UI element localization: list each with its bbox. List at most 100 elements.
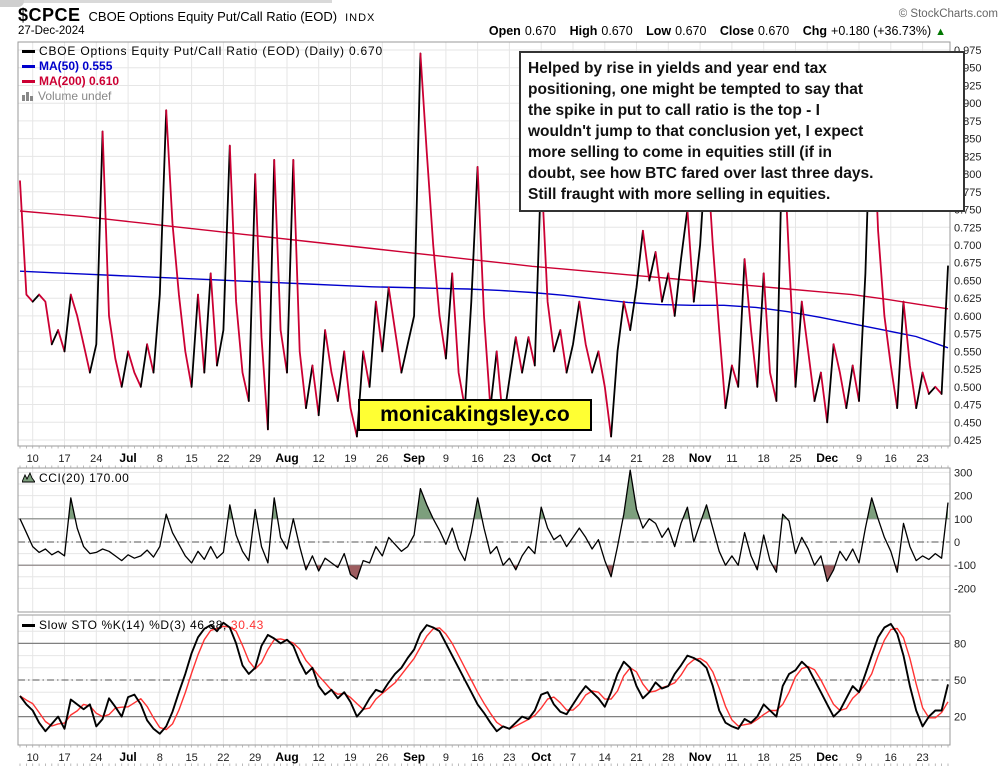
price-segment-up xyxy=(267,159,276,431)
price-segment-down xyxy=(69,293,91,374)
x-tick-label: 29 xyxy=(249,453,261,465)
x-tick-label: 16 xyxy=(471,453,483,465)
price-segment-down xyxy=(527,336,536,367)
price-segment-down xyxy=(686,208,695,303)
price-y-tick-label: 0.550 xyxy=(954,346,982,358)
x-tick-label: Jul xyxy=(119,451,136,465)
browser-tab-artifact xyxy=(0,0,332,3)
price-segment-up xyxy=(203,272,212,374)
price-segment-down xyxy=(578,300,593,374)
open-label: Open xyxy=(488,24,521,38)
price-segment-up xyxy=(661,272,670,303)
price-segment-up xyxy=(152,109,168,374)
x-tick-label: 12 xyxy=(313,752,325,764)
stoch-y-tick-label: 50 xyxy=(954,675,966,687)
price-segment-down xyxy=(38,293,53,346)
price-segment-down xyxy=(622,300,632,331)
x-tick-label: Aug xyxy=(275,451,298,465)
symbol: $CPCE xyxy=(18,5,81,25)
price-segment-up xyxy=(50,329,59,346)
price-segment-down xyxy=(597,350,612,438)
price-segment-up xyxy=(216,144,231,367)
price-segment-down xyxy=(375,300,384,353)
price-segment-down xyxy=(209,272,218,367)
price-segment-up xyxy=(400,52,422,374)
price-segment-down xyxy=(667,272,676,317)
x-tick-label: 8 xyxy=(157,752,163,764)
price-segment-up xyxy=(356,350,365,438)
x-tick-label: 8 xyxy=(157,453,163,465)
x-tick-label: 9 xyxy=(856,453,862,465)
price-segment-down xyxy=(451,272,466,409)
x-tick-label: 16 xyxy=(885,752,897,764)
x-tick-label: 23 xyxy=(503,752,515,764)
price-y-tick-label: 0.450 xyxy=(954,417,982,429)
price-segment-up xyxy=(521,336,530,374)
up-triangle-icon: ▲ xyxy=(935,26,946,38)
price-segment-up xyxy=(565,300,581,374)
price-segment-up xyxy=(120,350,129,388)
price-segment-up xyxy=(317,329,326,417)
x-tick-label: 9 xyxy=(856,752,862,764)
price-segment-down xyxy=(197,293,206,374)
chg-value: +0.180 (+36.73%) xyxy=(831,24,932,38)
ma200-line xyxy=(19,210,949,310)
price-segment-up xyxy=(286,159,295,374)
x-tick-label: 21 xyxy=(630,453,642,465)
price-y-tick-label: 0.600 xyxy=(954,311,982,323)
low-label: Low xyxy=(646,24,672,38)
x-tick-label: 16 xyxy=(885,453,897,465)
ma200-line-swatch xyxy=(22,80,35,84)
price-segment-down xyxy=(228,144,250,402)
x-tick-label: 23 xyxy=(916,752,928,764)
price-y-tick-label: 0.475 xyxy=(954,400,982,412)
cci-y-tick-label: 300 xyxy=(954,467,972,479)
price-line-swatch xyxy=(22,50,35,54)
price-segment-up xyxy=(89,130,104,374)
price-segment-down xyxy=(343,350,358,438)
chg-label: Chg xyxy=(802,24,828,38)
price-segment-up xyxy=(445,272,454,360)
x-tick-label: 10 xyxy=(27,752,39,764)
high-value: 0.670 xyxy=(601,24,633,38)
x-tick-label: 14 xyxy=(599,453,611,465)
y-axis-labels: 0.9750.9500.9250.9000.8750.8500.8250.800… xyxy=(954,45,982,724)
price-segment-down xyxy=(292,159,307,409)
date-tick-marks xyxy=(19,446,949,766)
price-segment-up xyxy=(368,300,377,388)
x-tick-label: Jul xyxy=(119,750,136,764)
x-tick-label: Dec xyxy=(816,451,838,465)
x-tick-label: 22 xyxy=(217,453,229,465)
x-tick-label: 11 xyxy=(726,752,737,764)
price-segment-down xyxy=(273,159,288,374)
price-segment-down xyxy=(800,300,816,402)
cci-y-tick-label: -100 xyxy=(954,560,976,572)
price-segment-up xyxy=(794,300,803,388)
price-segment-up xyxy=(896,300,905,409)
price-y-tick-label: 0.650 xyxy=(954,276,982,288)
price-segment-up xyxy=(826,343,835,424)
price-segment-up xyxy=(673,208,689,317)
price-segment-down xyxy=(19,180,34,303)
x-tick-label: 25 xyxy=(789,453,801,465)
price-y-tick-label: 0.525 xyxy=(954,364,982,376)
x-tick-label: 23 xyxy=(916,453,928,465)
price-series xyxy=(19,52,949,438)
price-segment-down xyxy=(921,371,930,395)
x-tick-label: 7 xyxy=(570,453,576,465)
price-segment-up xyxy=(190,293,199,388)
price-segment-down xyxy=(146,343,155,374)
stoch-d-line xyxy=(19,625,949,731)
price-segment-up xyxy=(629,229,644,331)
high-label: High xyxy=(569,24,598,38)
stoch-y-tick-label: 20 xyxy=(954,712,966,724)
stoch-y-tick-label: 80 xyxy=(954,638,966,650)
x-tick-label: 19 xyxy=(344,453,356,465)
price-segment-up xyxy=(813,371,822,402)
close-value: 0.670 xyxy=(757,24,790,38)
price-segment-down xyxy=(476,166,492,409)
price-segment-down xyxy=(832,343,848,409)
price-y-tick-label: 0.725 xyxy=(954,222,982,234)
